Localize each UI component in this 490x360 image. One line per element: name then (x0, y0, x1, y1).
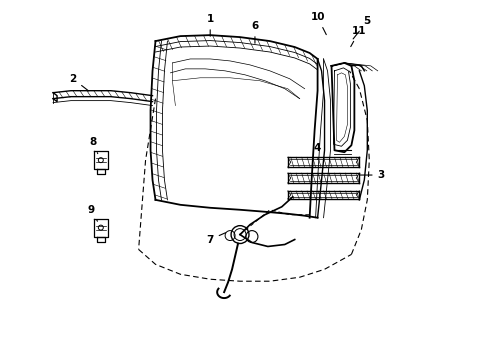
Text: 6: 6 (251, 21, 259, 43)
Text: 9: 9 (87, 205, 98, 221)
Text: 5: 5 (353, 16, 371, 39)
Text: 10: 10 (310, 12, 326, 35)
Text: 7: 7 (206, 233, 225, 244)
Text: 1: 1 (207, 14, 214, 36)
Text: 4: 4 (314, 143, 321, 159)
Text: 3: 3 (360, 170, 385, 180)
Text: 8: 8 (89, 137, 98, 154)
Text: 2: 2 (70, 74, 89, 91)
Text: 11: 11 (351, 26, 367, 46)
